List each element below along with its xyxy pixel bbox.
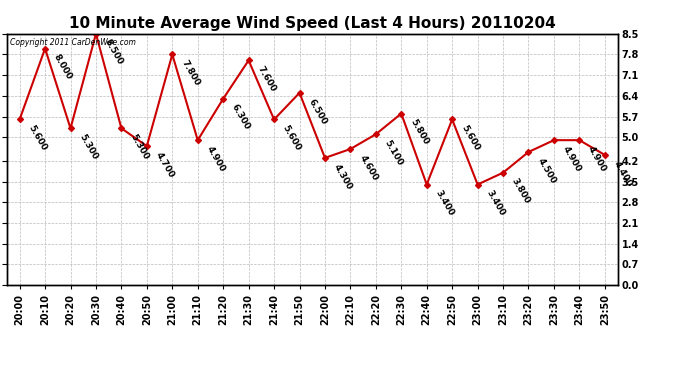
- Text: 4.900: 4.900: [586, 144, 609, 173]
- Text: 4.900: 4.900: [561, 144, 583, 173]
- Text: 3.400: 3.400: [484, 189, 506, 218]
- Text: 4.600: 4.600: [357, 153, 380, 182]
- Text: 5.600: 5.600: [281, 124, 303, 153]
- Text: 5.600: 5.600: [459, 124, 481, 153]
- Text: 7.800: 7.800: [179, 58, 201, 88]
- Text: 4.400: 4.400: [612, 159, 633, 188]
- Text: 5.100: 5.100: [383, 138, 404, 167]
- Text: 6.500: 6.500: [306, 97, 328, 126]
- Text: 5.600: 5.600: [27, 124, 48, 153]
- Title: 10 Minute Average Wind Speed (Last 4 Hours) 20110204: 10 Minute Average Wind Speed (Last 4 Hou…: [69, 16, 555, 31]
- Text: 5.300: 5.300: [128, 132, 150, 161]
- Text: 4.500: 4.500: [535, 156, 558, 185]
- Text: 8.000: 8.000: [52, 53, 74, 81]
- Text: 4.300: 4.300: [332, 162, 354, 191]
- Text: Copyright 2011 CarDenWee.com: Copyright 2011 CarDenWee.com: [10, 38, 136, 46]
- Text: 5.800: 5.800: [408, 118, 430, 147]
- Text: 5.300: 5.300: [77, 132, 99, 161]
- Text: 4.700: 4.700: [154, 150, 176, 179]
- Text: 7.600: 7.600: [255, 64, 277, 93]
- Text: 3.800: 3.800: [510, 177, 532, 206]
- Text: 8.500: 8.500: [103, 38, 125, 67]
- Text: 3.400: 3.400: [434, 189, 455, 218]
- Text: 6.300: 6.300: [230, 103, 252, 132]
- Text: 4.900: 4.900: [205, 144, 226, 173]
